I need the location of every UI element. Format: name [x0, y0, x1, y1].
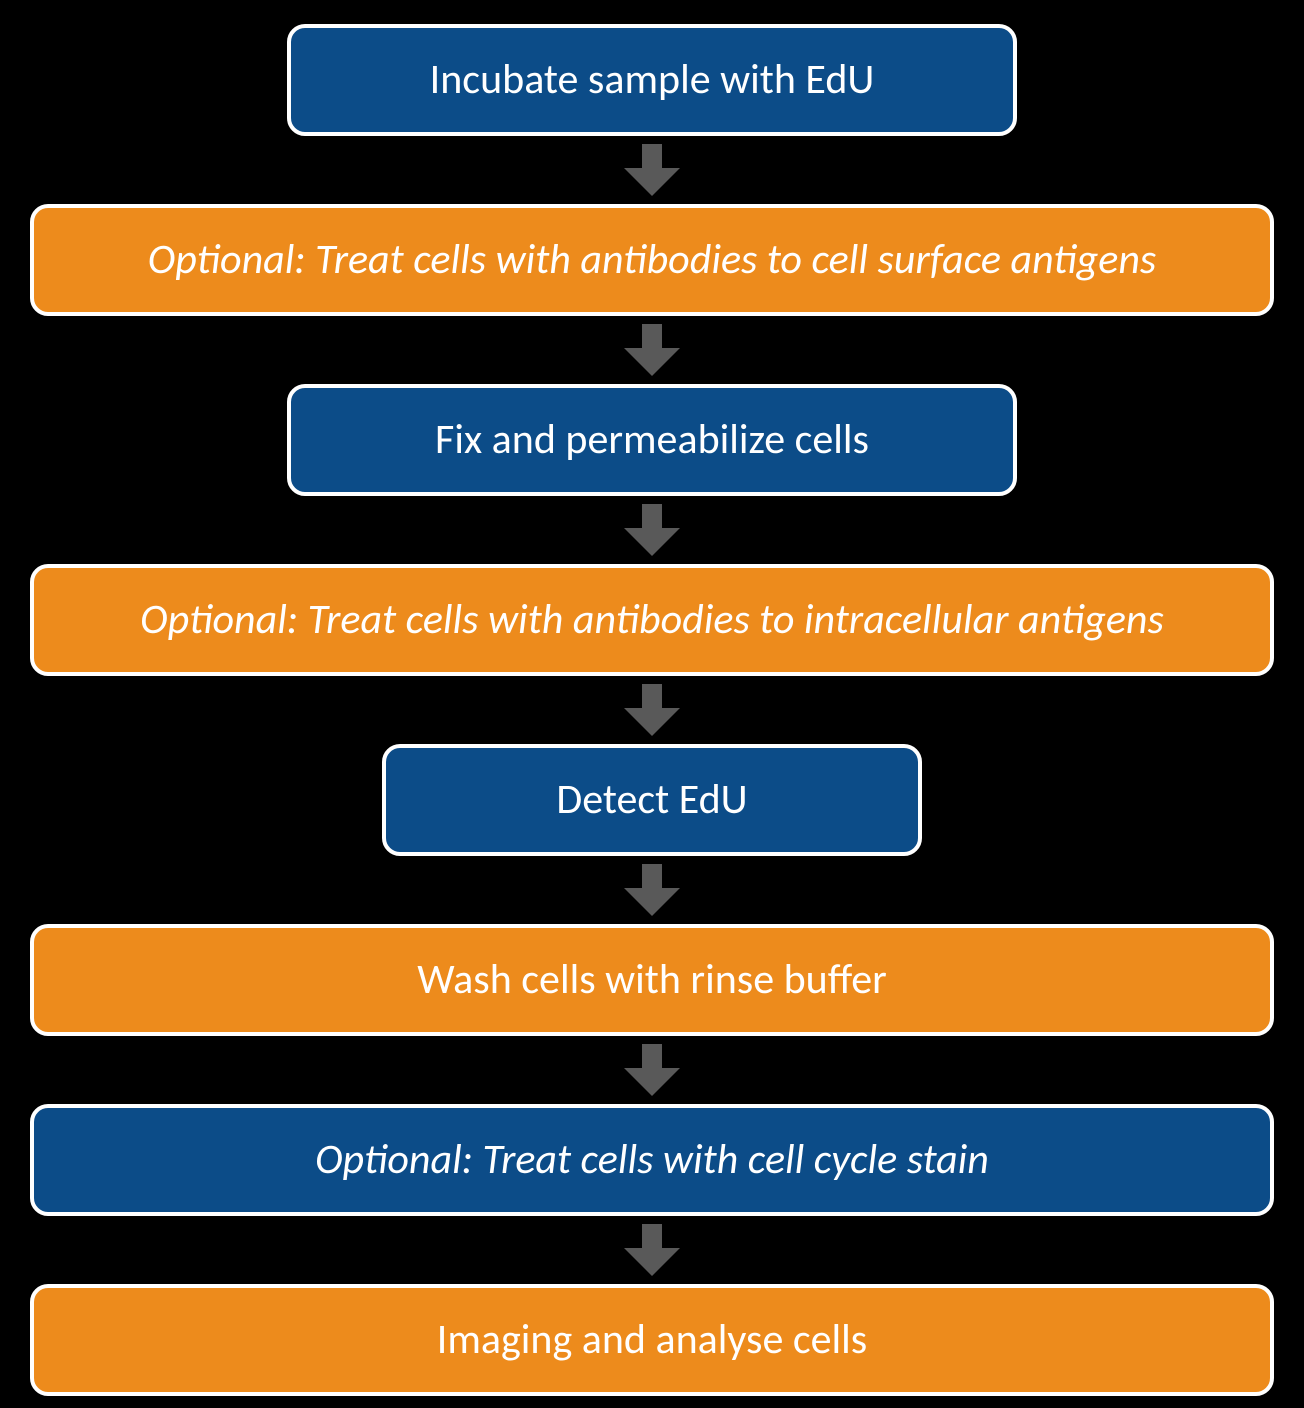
flow-step-label: Imaging and analyse cells: [437, 1315, 867, 1365]
flow-step-step5: Detect EdU: [382, 744, 922, 856]
flow-step-label: Detect EdU: [556, 775, 747, 825]
flow-step-step4: Optional: Treat cells with antibodies to…: [30, 564, 1274, 676]
flow-step-label: Fix and permeabilize cells: [435, 415, 869, 465]
arrow-down-icon: [624, 496, 680, 564]
arrow-down-icon: [624, 856, 680, 924]
arrow-down-icon: [624, 676, 680, 744]
flow-step-step1: Incubate sample with EdU: [287, 24, 1017, 136]
flow-step-label: Incubate sample with EdU: [430, 55, 875, 105]
flow-step-label: Wash cells with rinse buffer: [417, 955, 886, 1005]
flow-step-step6: Wash cells with rinse buffer: [30, 924, 1274, 1036]
flow-step-step2: Optional: Treat cells with antibodies to…: [30, 204, 1274, 316]
flow-step-label: Optional: Treat cells with antibodies to…: [148, 235, 1157, 285]
arrow-down-icon: [624, 1036, 680, 1104]
flow-step-label: Optional: Treat cells with cell cycle st…: [315, 1135, 989, 1185]
flow-step-step3: Fix and permeabilize cells: [287, 384, 1017, 496]
arrow-down-icon: [624, 136, 680, 204]
flow-step-label: Optional: Treat cells with antibodies to…: [140, 595, 1164, 645]
flow-step-step8: Imaging and analyse cells: [30, 1284, 1274, 1396]
flowchart-container: Incubate sample with EdU Optional: Treat …: [30, 24, 1274, 1396]
arrow-down-icon: [624, 1216, 680, 1284]
arrow-down-icon: [624, 316, 680, 384]
flow-step-step7: Optional: Treat cells with cell cycle st…: [30, 1104, 1274, 1216]
